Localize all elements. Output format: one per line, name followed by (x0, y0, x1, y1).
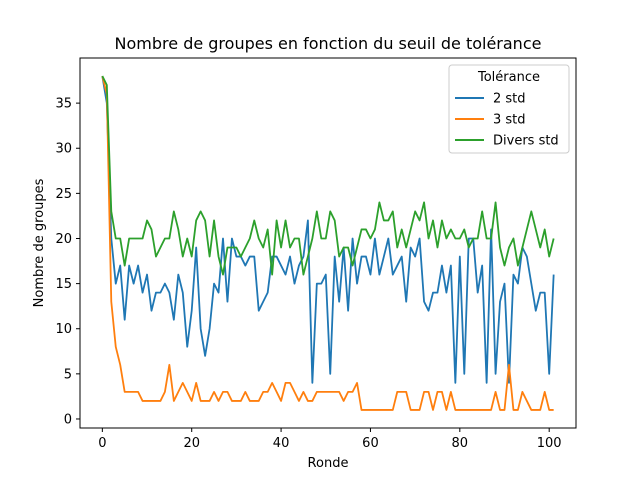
y-tick-label: 20 (55, 232, 72, 247)
plot-lines (101, 75, 555, 411)
y-tick-label: 0 (64, 412, 72, 427)
x-axis: 0 20 40 60 80 100 (98, 428, 562, 451)
x-tick-label: 100 (537, 436, 562, 451)
legend-box (448, 64, 570, 154)
series-line-0 (101, 75, 555, 384)
y-tick-label: 15 (55, 277, 72, 292)
x-tick-label: 0 (98, 436, 106, 451)
x-tick-label: 40 (273, 436, 290, 451)
x-tick-label: 20 (183, 436, 200, 451)
y-tick-label: 25 (55, 187, 72, 202)
y-tick-label: 10 (55, 322, 72, 337)
y-axis: 0 5 10 15 20 25 30 35 (55, 97, 80, 427)
legend-label: 3 std (493, 113, 526, 128)
y-tick-label: 35 (55, 97, 72, 112)
chart-title: Nombre de groupes en fonction du seuil d… (115, 34, 542, 53)
y-tick-label: 30 (55, 142, 72, 157)
series-line-2 (101, 75, 555, 276)
y-tick-label: 5 (64, 367, 72, 382)
y-axis-label: Nombre de groupes (32, 178, 47, 307)
x-tick-label: 80 (452, 436, 469, 451)
legend-label: 2 std (493, 92, 526, 107)
series-line-1 (101, 75, 554, 411)
legend-label: Divers std (493, 134, 559, 149)
plot-frame (79, 57, 577, 429)
x-tick-label: 60 (362, 436, 379, 451)
legend-title: Tolérance (477, 70, 540, 85)
x-axis-label: Ronde (308, 456, 349, 471)
legend: Tolérance 2 std 3 std Divers std (448, 64, 570, 154)
